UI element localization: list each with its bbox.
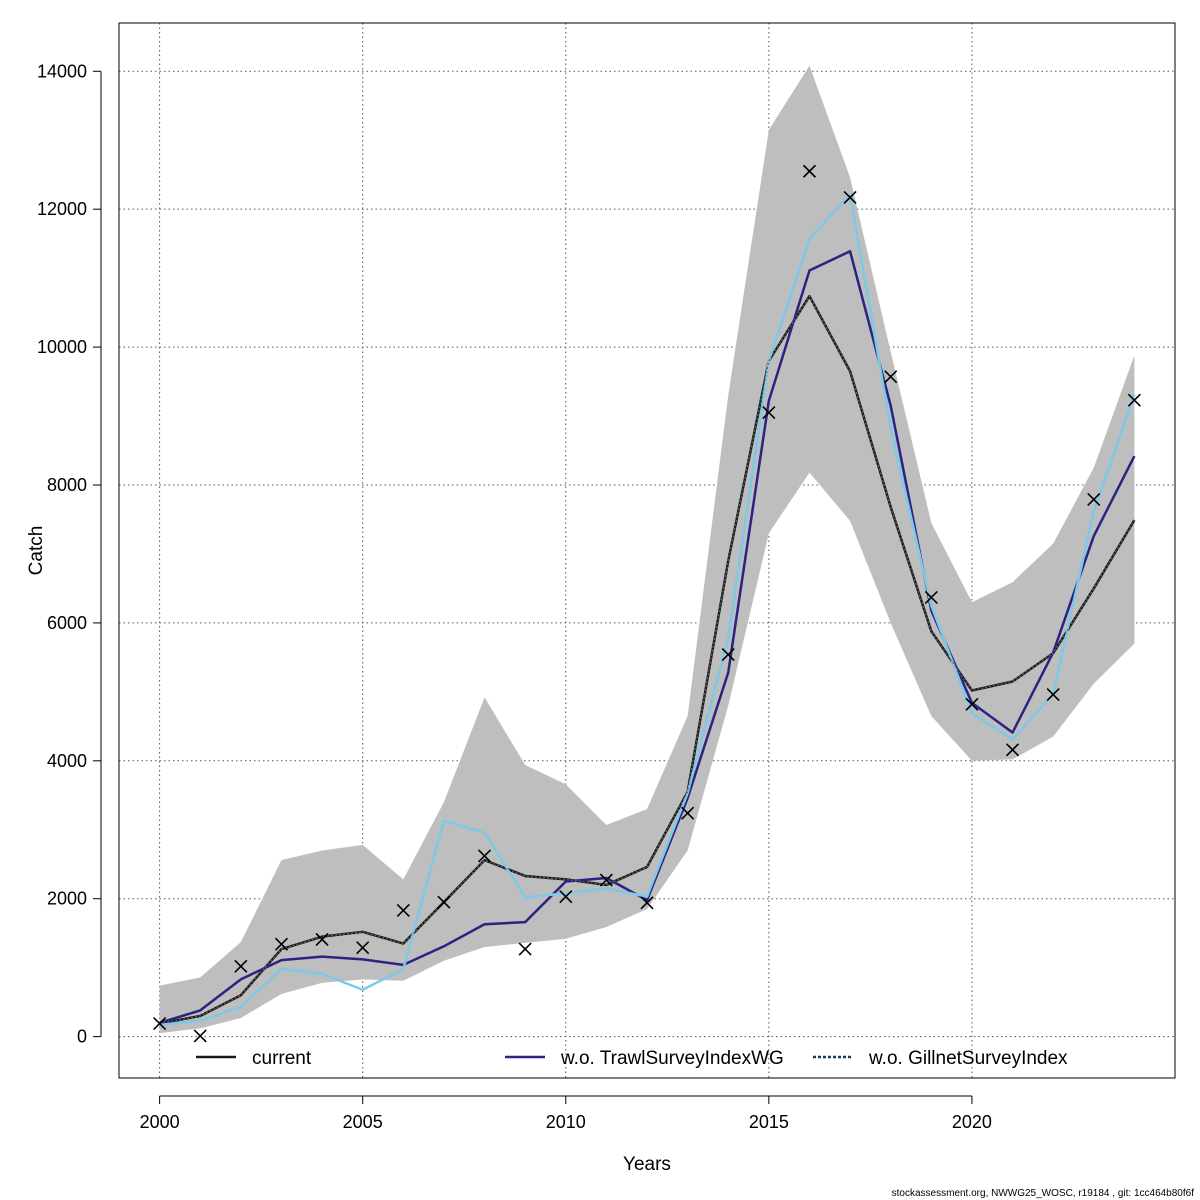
observation-marker-2019 [924,590,938,604]
x-tick-label-2020: 2020 [952,1112,992,1132]
observation-marker-2000 [153,1016,167,1031]
observation-markers-layer [153,164,1141,1043]
observation-marker-2002 [234,959,248,973]
observation-marker-2004 [315,932,329,946]
observation-marker-2001 [193,1029,207,1043]
x-tick-label-2005: 2005 [343,1112,383,1132]
footer-note: stockassessment.org, NWWG25_WOSC, r19184… [892,1188,1195,1199]
observation-marker-2021 [1005,743,1020,757]
series-lines-layer [159,193,1136,1027]
legend-label-w-o-gillnetsurveyindex: w.o. GillnetSurveyIndex [868,1048,1068,1069]
y-tick-label-2000: 2000 [47,889,87,909]
legend-label-w-o-trawlsurveyindexwg: w.o. TrawlSurveyIndexWG [560,1048,784,1069]
observation-marker-2022 [1046,688,1060,702]
confidence-band-layer [159,65,1135,1034]
y-tick-label-12000: 12000 [37,199,87,219]
observation-marker-2012 [640,896,654,910]
observation-marker-2024 [1127,393,1141,407]
observation-marker-2023 [1087,492,1101,507]
observation-marker-2017 [843,190,857,205]
observation-marker-2009 [518,942,532,956]
legend-item-current: current [196,1048,312,1069]
y-tick-label-8000: 8000 [47,475,87,495]
observation-marker-2008 [477,849,492,863]
plot-frame [118,22,1176,1079]
x-tick-label-2010: 2010 [546,1112,586,1132]
observation-marker-2014 [721,648,735,662]
observation-marker-2016 [802,164,817,178]
series-line-current-overlay [159,294,1135,1025]
observation-marker-2013 [681,806,695,820]
x-axis: 2000 2005 2010 2015 2020 [140,1095,992,1132]
y-tick-label-4000: 4000 [47,751,87,771]
y-axis: 0 2000 4000 6000 8000 10000 12000 14000 [37,61,102,1047]
x-axis-title: Years [623,1154,671,1175]
confidence-band [159,65,1135,1034]
observation-marker-2011 [599,873,613,887]
observation-marker-2018 [884,370,898,384]
observation-marker-2020 [965,697,979,711]
observation-marker-2010 [559,890,573,904]
observation-marker-2006 [396,903,410,918]
legend: current w.o. TrawlSurveyIndexWG w.o. Gilln… [196,1048,1068,1069]
observation-marker-2005 [356,941,370,955]
y-tick-label-10000: 10000 [37,337,87,357]
series-line-w-o-gillnetsurveyindex [159,193,1136,1027]
observation-marker-2007 [437,895,451,909]
legend-label-current: current [252,1048,312,1069]
legend-item-w-o-gillnetsurveyindex: w.o. GillnetSurveyIndex [813,1048,1068,1069]
x-tick-label-2000: 2000 [140,1112,180,1132]
observation-marker-2015 [762,406,776,420]
y-axis-title: Catch [26,526,47,576]
legend-item-w-o-trawlsurveyindexwg: w.o. TrawlSurveyIndexWG [505,1048,784,1069]
y-tick-label-6000: 6000 [47,613,87,633]
y-tick-label-14000: 14000 [37,61,87,81]
observation-marker-2003 [274,937,289,951]
series-line-w-o-trawlsurveyindexwg [159,249,1136,1025]
x-tick-label-2015: 2015 [749,1112,789,1132]
y-tick-label-0: 0 [77,1027,87,1047]
